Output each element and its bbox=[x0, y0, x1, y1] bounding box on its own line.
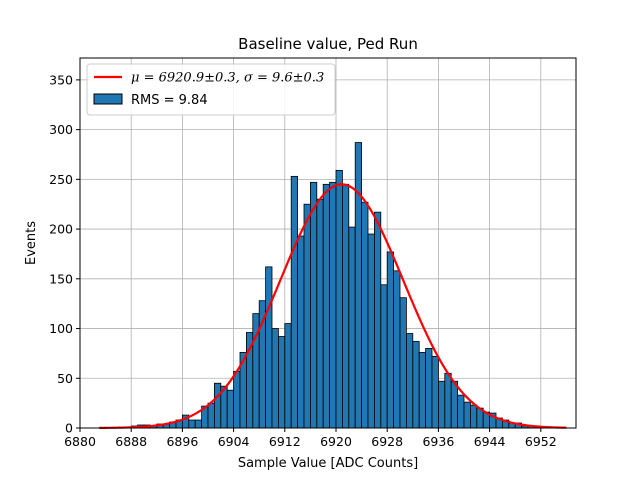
y-tick-label: 250 bbox=[49, 172, 73, 187]
histogram-bar bbox=[207, 402, 215, 429]
histogram-bar bbox=[386, 251, 395, 429]
histogram-bar bbox=[316, 198, 324, 429]
legend: μ = 6920.9±0.3, σ = 9.6±0.3 RMS = 9.84 bbox=[86, 63, 336, 116]
histogram-bar bbox=[437, 380, 446, 429]
histogram-bar bbox=[329, 181, 337, 429]
histogram-bar bbox=[335, 169, 343, 429]
histogram-bar bbox=[226, 389, 234, 429]
histogram-bar bbox=[373, 211, 382, 429]
histogram-bar bbox=[290, 175, 299, 429]
histogram-bar bbox=[444, 372, 452, 429]
histogram-bar bbox=[431, 355, 439, 429]
histogram-bar bbox=[469, 404, 478, 429]
histogram-bar bbox=[418, 352, 427, 429]
x-tick-label: 6880 bbox=[64, 434, 96, 449]
x-tick-label: 6896 bbox=[166, 434, 198, 449]
histogram-bar bbox=[412, 341, 420, 429]
histogram-bar bbox=[463, 401, 471, 429]
histogram-bar bbox=[265, 266, 273, 429]
gaussian-fit-curve bbox=[99, 183, 567, 429]
histogram-bar bbox=[271, 328, 279, 429]
histogram-bar bbox=[322, 183, 331, 429]
x-axis-ticks: 6880 6888 6896 6904 6912 6920 6928 6936 6944 6952 bbox=[64, 428, 557, 449]
histogram-bar bbox=[348, 226, 356, 429]
x-tick-label: 6904 bbox=[218, 434, 250, 449]
x-tick-label: 6888 bbox=[115, 434, 147, 449]
x-tick-label: 6912 bbox=[269, 434, 301, 449]
histogram-bar bbox=[194, 419, 202, 429]
x-tick-label: 6944 bbox=[474, 434, 506, 449]
y-axis-label: Events bbox=[24, 221, 39, 265]
histogram-bar bbox=[361, 201, 369, 429]
histogram-bars bbox=[118, 142, 555, 429]
histogram-bar bbox=[284, 323, 292, 429]
histogram-bar bbox=[354, 142, 363, 429]
legend-fit-label: μ = 6920.9±0.3, σ = 9.6±0.3 bbox=[131, 71, 324, 86]
y-tick-label: 300 bbox=[49, 122, 73, 137]
y-tick-label: 350 bbox=[49, 72, 73, 87]
histogram-bar bbox=[341, 183, 350, 429]
histogram-bar bbox=[399, 297, 407, 429]
histogram-bar bbox=[213, 382, 222, 429]
histogram-bar bbox=[425, 348, 433, 429]
histogram-bar bbox=[405, 333, 414, 429]
histogram-bar bbox=[367, 233, 375, 429]
x-tick-label: 6920 bbox=[320, 434, 352, 449]
histogram-bar bbox=[233, 370, 241, 429]
histogram-bar bbox=[303, 203, 311, 429]
histogram-bar bbox=[188, 419, 196, 429]
histogram-bar bbox=[309, 181, 318, 429]
histogram-bar bbox=[457, 394, 465, 429]
histogram-bar bbox=[380, 284, 388, 429]
plot-frame bbox=[79, 57, 577, 429]
x-tick-label: 6952 bbox=[525, 434, 557, 449]
legend-hist-label: RMS = 9.84 bbox=[131, 93, 208, 108]
legend-hist-swatch bbox=[93, 93, 123, 105]
legend-box bbox=[86, 63, 336, 116]
y-tick-label: 150 bbox=[49, 271, 73, 286]
chart-title: Baseline value, Ped Run bbox=[238, 35, 418, 53]
histogram-bar bbox=[297, 235, 305, 429]
x-tick-label: 6928 bbox=[371, 434, 403, 449]
histogram-bar bbox=[277, 336, 286, 429]
y-tick-label: 50 bbox=[57, 371, 73, 386]
x-axis-label: Sample Value [ADC Counts] bbox=[238, 456, 418, 471]
y-tick-label: 200 bbox=[49, 222, 73, 237]
histogram-bar bbox=[393, 270, 401, 429]
y-axis-ticks: 0 50 100 150 200 250 300 350 bbox=[49, 72, 80, 436]
y-tick-label: 0 bbox=[65, 421, 73, 436]
histogram-bar bbox=[450, 380, 459, 429]
x-tick-label: 6936 bbox=[422, 434, 454, 449]
y-tick-label: 100 bbox=[49, 321, 73, 336]
